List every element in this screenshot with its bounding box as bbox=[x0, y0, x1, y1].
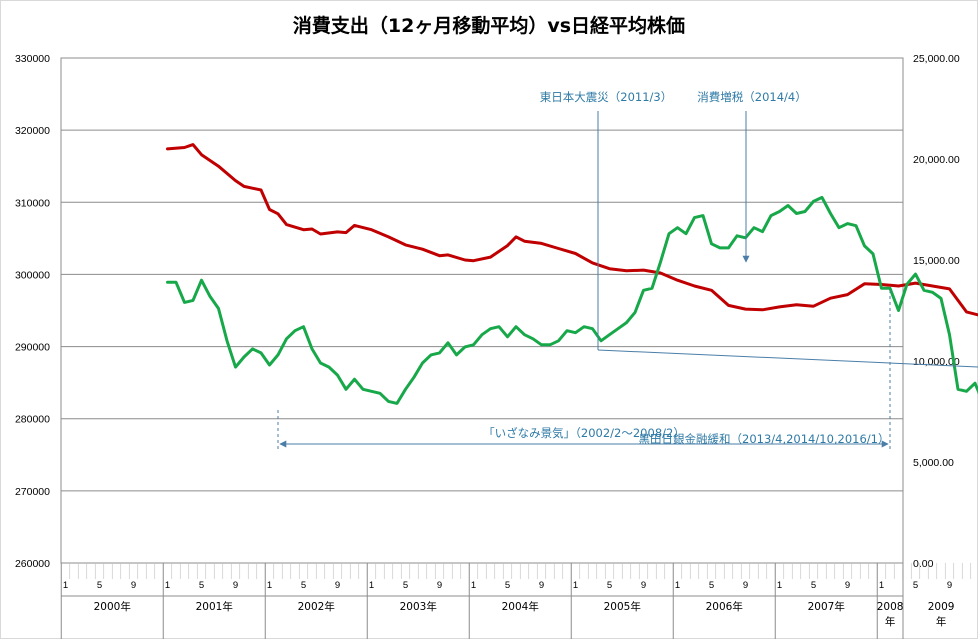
x-month-label: 1 bbox=[879, 580, 884, 591]
x-month-label: 1 bbox=[267, 580, 272, 591]
series-line-left-axis bbox=[166, 143, 978, 317]
chart-title: 消費支出（12ヶ月移動平均）vs日経平均株価 bbox=[293, 14, 685, 37]
x-month-label: 1 bbox=[471, 580, 476, 591]
x-year-label: 2002年 bbox=[298, 600, 335, 613]
y-left-tick-label: 260000 bbox=[15, 558, 50, 570]
x-month-label: 5 bbox=[199, 580, 204, 591]
x-month-label: 1 bbox=[63, 580, 68, 591]
annotation-label: 東日本大震災（2011/3） bbox=[540, 90, 672, 104]
x-month-label: 9 bbox=[743, 580, 748, 591]
x-year-label: 2003年 bbox=[400, 600, 437, 613]
x-year-label: 2006年 bbox=[706, 600, 743, 613]
x-year-label: 2004年 bbox=[502, 600, 539, 613]
x-year-label: 2008 bbox=[877, 601, 904, 613]
x-month-label: 9 bbox=[233, 580, 238, 591]
x-month-label: 1 bbox=[369, 580, 374, 591]
x-month-label: 9 bbox=[335, 580, 340, 591]
x-month-label: 5 bbox=[607, 580, 612, 591]
x-month-label: 1 bbox=[675, 580, 680, 591]
x-month-label: 5 bbox=[403, 580, 408, 591]
y-right-tick-label: 15,000.00 bbox=[913, 255, 960, 267]
x-year-label: 2001年 bbox=[196, 600, 233, 613]
x-month-label: 9 bbox=[641, 580, 646, 591]
y-left-tick-label: 270000 bbox=[15, 486, 50, 498]
y-right-tick-label: 25,000.00 bbox=[913, 53, 960, 65]
x-month-label: 5 bbox=[709, 580, 714, 591]
annotation-label: 消費増税（2014/4） bbox=[697, 90, 806, 104]
plot-area bbox=[60, 57, 904, 564]
y-right-tick-label: 0.00 bbox=[913, 558, 934, 570]
y-left-tick-label: 320000 bbox=[15, 125, 50, 137]
x-month-label: 9 bbox=[539, 580, 544, 591]
annotation-arrow bbox=[597, 349, 978, 368]
x-year-label: 2000年 bbox=[94, 600, 131, 613]
x-year-label: 2007年 bbox=[808, 600, 845, 613]
x-month-label: 5 bbox=[301, 580, 306, 591]
annotations: 東日本大震災（2011/3） 消費増税（2014/4）黒田日銀金融緩和（2013/… bbox=[277, 90, 978, 450]
x-month-label: 9 bbox=[437, 580, 442, 591]
x-month-label: 1 bbox=[165, 580, 170, 591]
series-lines bbox=[166, 143, 978, 405]
x-month-label: 9 bbox=[131, 580, 136, 591]
x-month-label: 1 bbox=[573, 580, 578, 591]
x-month-label: 5 bbox=[913, 580, 918, 591]
y-right-tick-label: 5,000.00 bbox=[913, 457, 954, 469]
x-year-label: 年 bbox=[885, 615, 896, 628]
x-month-label: 9 bbox=[947, 580, 952, 591]
x-year-label: 2005年 bbox=[604, 600, 641, 613]
x-month-label: 5 bbox=[505, 580, 510, 591]
x-year-label: 2009 bbox=[928, 601, 955, 613]
x-year-label: 年 bbox=[936, 615, 947, 628]
series-line-right-axis bbox=[166, 195, 978, 405]
x-month-label: 5 bbox=[97, 580, 102, 591]
y-left-tick-label: 300000 bbox=[15, 269, 50, 281]
annotation-label: 「いざなみ景気」（2002/2～2008/2） bbox=[483, 426, 685, 440]
y-right-tick-label: 20,000.00 bbox=[913, 154, 960, 166]
axes: 260000 270000 280000 290000 300000 310000 3200… bbox=[15, 53, 972, 639]
y-left-tick-label: 280000 bbox=[15, 414, 50, 426]
y-left-tick-label: 330000 bbox=[15, 53, 50, 65]
x-month-label: 1 bbox=[777, 580, 782, 591]
y-left-tick-label: 310000 bbox=[15, 197, 50, 209]
x-month-label: 5 bbox=[811, 580, 816, 591]
x-month-label: 9 bbox=[845, 580, 850, 591]
y-left-tick-label: 290000 bbox=[15, 342, 50, 354]
